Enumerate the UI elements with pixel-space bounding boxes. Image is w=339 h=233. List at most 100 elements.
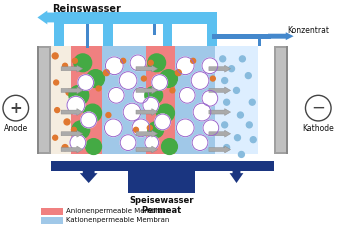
Circle shape <box>145 136 159 150</box>
Circle shape <box>160 70 177 87</box>
Circle shape <box>162 139 177 154</box>
FancyArrow shape <box>268 32 294 40</box>
Circle shape <box>73 58 77 63</box>
Circle shape <box>203 120 219 136</box>
Circle shape <box>86 139 101 154</box>
Bar <box>51 161 274 171</box>
FancyArrow shape <box>209 109 231 116</box>
Text: Reinswasser: Reinswasser <box>52 4 121 14</box>
Text: Anionenpermeable Membran: Anionenpermeable Membran <box>66 208 167 214</box>
FancyArrow shape <box>61 109 83 116</box>
Bar <box>41 217 63 224</box>
Circle shape <box>148 60 153 65</box>
Circle shape <box>224 99 230 105</box>
Circle shape <box>238 112 243 118</box>
Bar <box>37 46 51 154</box>
Text: Kathode: Kathode <box>302 124 334 133</box>
Bar <box>54 12 207 24</box>
FancyArrow shape <box>136 87 158 94</box>
Circle shape <box>193 103 211 121</box>
FancyArrow shape <box>61 87 83 94</box>
Circle shape <box>222 122 227 128</box>
Circle shape <box>155 114 171 130</box>
Circle shape <box>52 53 58 59</box>
Bar <box>146 46 175 154</box>
FancyArrow shape <box>136 146 158 153</box>
Circle shape <box>70 135 86 151</box>
FancyArrow shape <box>80 161 98 183</box>
Circle shape <box>72 127 76 132</box>
FancyArrow shape <box>37 10 99 24</box>
Text: Speisewasser
Permeat: Speisewasser Permeat <box>129 196 194 215</box>
FancyArrow shape <box>209 130 231 137</box>
Bar <box>286 46 288 154</box>
Circle shape <box>69 86 89 105</box>
Circle shape <box>119 72 137 89</box>
Circle shape <box>121 58 126 63</box>
Circle shape <box>305 95 331 121</box>
Bar <box>175 46 215 154</box>
Circle shape <box>176 57 194 75</box>
Text: −: − <box>311 99 325 117</box>
Circle shape <box>235 135 240 141</box>
FancyArrow shape <box>61 130 83 137</box>
Circle shape <box>64 119 70 125</box>
Circle shape <box>133 87 149 103</box>
Bar <box>212 23 215 35</box>
Circle shape <box>148 54 165 72</box>
Circle shape <box>108 87 124 103</box>
Circle shape <box>103 70 109 75</box>
Circle shape <box>238 151 244 158</box>
Circle shape <box>104 119 122 137</box>
Circle shape <box>106 113 111 117</box>
Circle shape <box>250 137 256 143</box>
Text: Konzentrat: Konzentrat <box>288 26 330 35</box>
Circle shape <box>157 104 174 122</box>
Circle shape <box>96 86 101 91</box>
Circle shape <box>66 89 72 95</box>
Circle shape <box>249 99 255 105</box>
Circle shape <box>224 145 230 151</box>
FancyArrow shape <box>136 109 158 116</box>
Circle shape <box>152 75 167 90</box>
Circle shape <box>179 87 195 103</box>
Circle shape <box>84 104 101 122</box>
Circle shape <box>234 87 239 93</box>
Bar <box>163 23 173 46</box>
Circle shape <box>222 78 227 83</box>
Circle shape <box>145 86 163 104</box>
Circle shape <box>132 119 150 137</box>
Circle shape <box>67 96 85 114</box>
Circle shape <box>3 95 28 121</box>
Circle shape <box>55 108 60 113</box>
Circle shape <box>246 122 252 128</box>
Bar <box>39 48 49 152</box>
FancyArrow shape <box>136 65 158 72</box>
Bar <box>102 46 146 154</box>
FancyArrow shape <box>209 65 231 72</box>
Circle shape <box>191 72 209 89</box>
Circle shape <box>87 70 104 87</box>
Circle shape <box>130 55 146 71</box>
Circle shape <box>63 63 67 68</box>
FancyArrow shape <box>209 87 231 94</box>
Bar <box>258 36 261 46</box>
Circle shape <box>228 66 235 72</box>
Circle shape <box>202 58 218 74</box>
Circle shape <box>211 76 215 81</box>
Circle shape <box>147 125 152 130</box>
Circle shape <box>72 121 90 139</box>
Circle shape <box>170 88 175 93</box>
Bar <box>37 46 51 154</box>
Circle shape <box>74 54 92 72</box>
Circle shape <box>123 103 141 121</box>
Bar <box>128 171 195 193</box>
Circle shape <box>192 135 208 151</box>
Circle shape <box>105 57 123 75</box>
Text: Kationenpermeable Membran: Kationenpermeable Membran <box>66 217 170 223</box>
Bar <box>86 23 89 48</box>
Circle shape <box>176 119 194 137</box>
Bar <box>215 46 258 154</box>
Bar <box>153 23 156 35</box>
Circle shape <box>141 76 146 81</box>
